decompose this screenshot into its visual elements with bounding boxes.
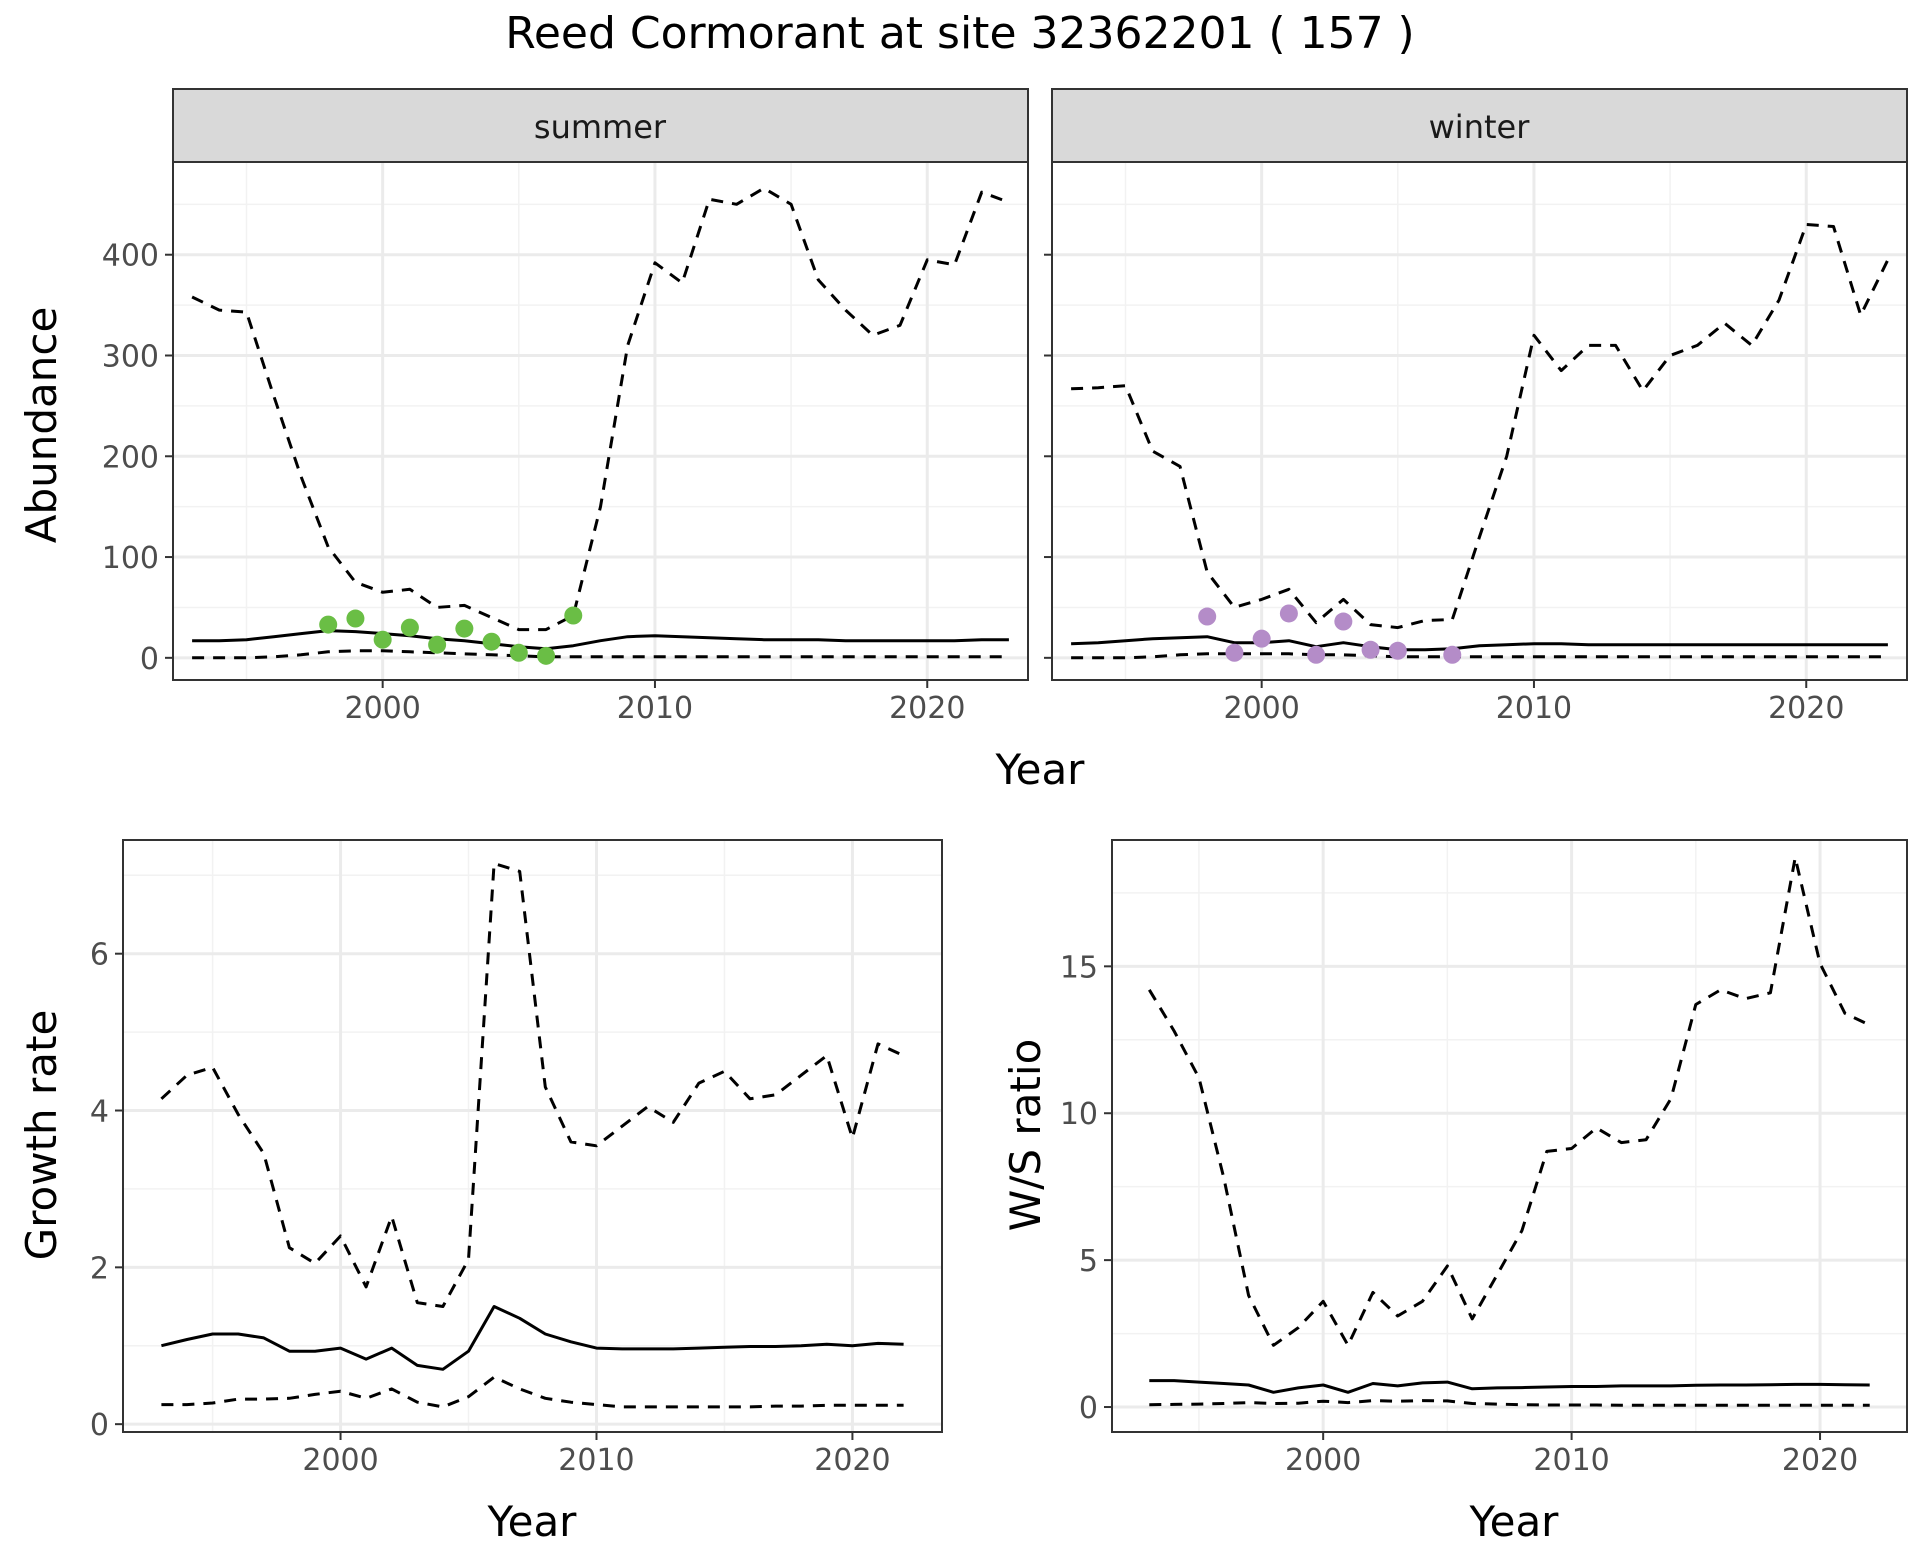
winter-observed-point xyxy=(1279,604,1298,623)
summer-observed-point xyxy=(509,643,528,662)
abundance-summer-panel: summer 2000 2010 2020 0 100 200 300 400 xyxy=(102,88,1029,726)
summer-x-tick-label: 2000 xyxy=(344,691,420,726)
winter-x-tick-label: 2010 xyxy=(1496,691,1572,726)
summer-y-tick-label: 400 xyxy=(102,239,159,274)
ws-x-title: Year xyxy=(1469,1497,1560,1546)
growth-x-tick-label: 2010 xyxy=(558,1443,634,1478)
growth-x-tick-label: 2020 xyxy=(814,1443,890,1478)
summer-observed-point xyxy=(537,646,556,665)
winter-lower-line xyxy=(1071,652,1888,660)
strip-summer-label: summer xyxy=(534,108,667,146)
summer-observed-point xyxy=(346,609,365,628)
summer-y-tick-label: 300 xyxy=(102,339,159,374)
growth-upper-line xyxy=(160,862,905,1308)
winter-panel-border xyxy=(1051,161,1908,681)
ws-y-tick-label: 15 xyxy=(1060,950,1098,985)
summer-y-tick-label: 200 xyxy=(102,440,159,475)
summer-observed-point xyxy=(373,630,392,649)
summer-observed-point xyxy=(482,632,501,651)
growth-panel-border xyxy=(122,839,943,1433)
winter-observed-point xyxy=(1307,645,1326,664)
ws-panel-border xyxy=(1111,839,1908,1433)
abundance-y-title: Abundance xyxy=(17,307,66,544)
summer-lower-line xyxy=(192,649,1009,660)
ws-y-tick-label: 10 xyxy=(1060,1097,1098,1132)
growth-y-title: Growth rate xyxy=(17,1010,66,1261)
figure-title: Reed Cormorant at site 32362201 ( 157 ) xyxy=(505,8,1414,59)
growth-y-tick-label: 0 xyxy=(90,1408,109,1443)
ws-upper-line xyxy=(1148,856,1871,1347)
ws-plot-area xyxy=(1112,840,1907,1432)
summer-observed-point xyxy=(400,618,419,637)
ws-lower-line xyxy=(1149,1399,1870,1407)
growth-estimate-line xyxy=(161,1305,904,1371)
growth-x-tick-label: 2000 xyxy=(302,1443,378,1478)
winter-observed-point xyxy=(1443,645,1462,664)
winter-upper-line xyxy=(1071,223,1890,630)
growth-y-tick-label: 4 xyxy=(90,1095,109,1130)
ws-y-tick-label: 0 xyxy=(1079,1391,1098,1426)
summer-panel-border xyxy=(172,161,1029,681)
abundance-x-title: Year xyxy=(995,745,1086,794)
summer-y-tick-label: 100 xyxy=(102,541,159,576)
winter-observed-point xyxy=(1361,640,1380,659)
winter-estimate-line xyxy=(1071,635,1888,652)
winter-observed-point xyxy=(1334,612,1353,631)
growth-y-tick-label: 2 xyxy=(90,1251,109,1286)
growth-y-tick-label: 6 xyxy=(90,938,109,973)
winter-x-tick-label: 2020 xyxy=(1768,691,1844,726)
strip-winter-label: winter xyxy=(1429,108,1531,146)
summer-observed-point xyxy=(319,615,338,634)
abundance-winter-panel: winter 2000 2010 2020 xyxy=(1044,88,1908,726)
ws-y-title: W/S ratio xyxy=(1001,1039,1050,1232)
winter-observed-point xyxy=(1225,643,1244,662)
summer-y-tick-label: 0 xyxy=(140,642,159,677)
winter-observed-point xyxy=(1388,641,1407,660)
winter-x-tick-label: 2000 xyxy=(1223,691,1299,726)
winter-observed-point xyxy=(1198,607,1217,626)
ws-y-tick-label: 5 xyxy=(1079,1244,1098,1279)
ws-x-tick-label: 2010 xyxy=(1533,1443,1609,1478)
strip-winter xyxy=(1051,88,1908,163)
summer-x-tick-label: 2020 xyxy=(889,691,965,726)
ws-x-tick-label: 2020 xyxy=(1782,1443,1858,1478)
summer-observed-point xyxy=(455,619,474,638)
winter-observed-point xyxy=(1252,629,1271,648)
strip-summer xyxy=(172,88,1029,163)
summer-plot-area xyxy=(173,162,1028,680)
growth-rate-panel: 2000 2010 2020 0 2 4 6 xyxy=(90,839,943,1478)
ws-x-tick-label: 2000 xyxy=(1285,1443,1361,1478)
winter-plot-area xyxy=(1052,162,1907,680)
growth-plot-area xyxy=(123,840,942,1432)
growth-x-title: Year xyxy=(487,1497,578,1546)
summer-x-tick-label: 2010 xyxy=(617,691,693,726)
ws-estimate-line xyxy=(1149,1379,1870,1394)
ws-ratio-panel: 2000 2010 2020 0 5 10 15 xyxy=(1060,839,1908,1478)
growth-lower-line xyxy=(161,1375,904,1409)
summer-observed-point xyxy=(564,606,583,625)
summer-observed-point xyxy=(428,635,447,654)
summer-upper-line xyxy=(191,186,1010,632)
